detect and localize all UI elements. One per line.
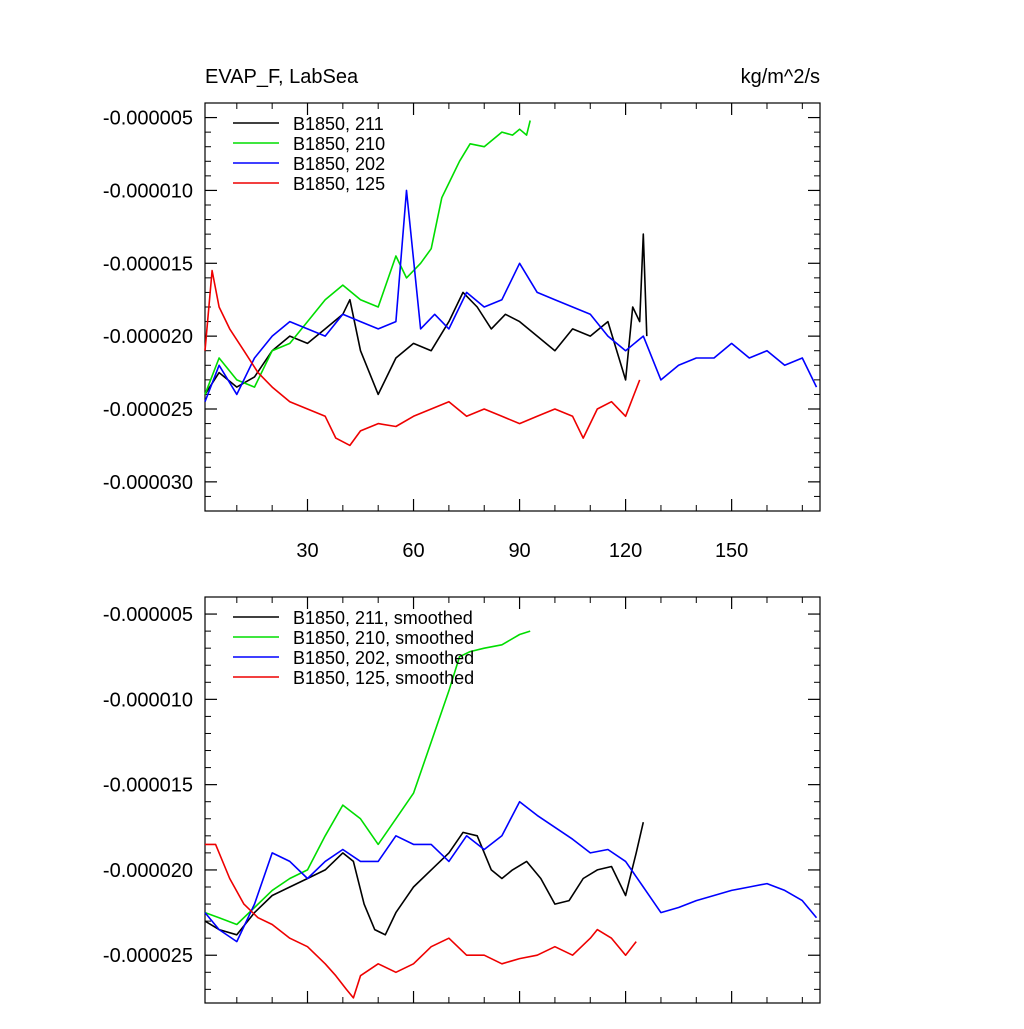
x-tick-label: 60 — [402, 540, 424, 562]
x-tick-label: 30 — [296, 540, 318, 562]
legend-label: B1850, 211, smoothed — [293, 608, 473, 628]
legend-label: B1850, 210 — [293, 134, 385, 154]
y-tick-label: -0.000015 — [103, 253, 193, 275]
x-tick-label: 150 — [715, 540, 748, 562]
units-label: kg/m^2/s — [741, 66, 820, 88]
legend-label: B1850, 125 — [293, 174, 385, 194]
legend-label: B1850, 210, smoothed — [293, 628, 474, 648]
y-tick-label: -0.000025 — [103, 399, 193, 421]
legend-label: B1850, 202 — [293, 154, 385, 174]
series-line-3 — [204, 189, 818, 402]
series-line-4 — [205, 843, 637, 999]
series-line-1 — [204, 822, 645, 936]
y-tick-label: -0.000015 — [103, 775, 193, 797]
y-tick-label: -0.000020 — [103, 326, 193, 348]
y-tick-label: -0.000025 — [103, 945, 193, 967]
series-line-1 — [204, 233, 648, 396]
legend-label: B1850, 211 — [293, 114, 384, 134]
y-tick-label: -0.000020 — [103, 860, 193, 882]
x-tick-label: 90 — [508, 540, 530, 562]
y-tick-label: -0.000010 — [103, 689, 193, 711]
chart-panel-1: EVAP_F, LabSea kg/m^2/s -0.000005 -0.000010… — [103, 66, 821, 562]
y-tick-label: -0.000005 — [103, 108, 193, 130]
series-line-3 — [204, 800, 818, 943]
x-tick-label: 120 — [609, 540, 642, 562]
y-tick-label: -0.000005 — [103, 604, 193, 626]
series-line-4 — [204, 269, 641, 447]
y-tick-label: -0.000010 — [103, 180, 193, 202]
plot-frame — [204, 596, 821, 1004]
y-tick-label: -0.000030 — [103, 472, 193, 494]
series-line-2 — [204, 120, 531, 395]
chart-title: EVAP_F, LabSea — [205, 66, 359, 88]
legend-label: B1850, 202, smoothed — [293, 648, 474, 668]
chart-panel-2: -0.000005 -0.000010 -0.000015 -0.000020 -0.0… — [103, 596, 821, 1004]
series-line-2 — [204, 630, 531, 926]
legend-label: B1850, 125, smoothed — [293, 668, 474, 688]
